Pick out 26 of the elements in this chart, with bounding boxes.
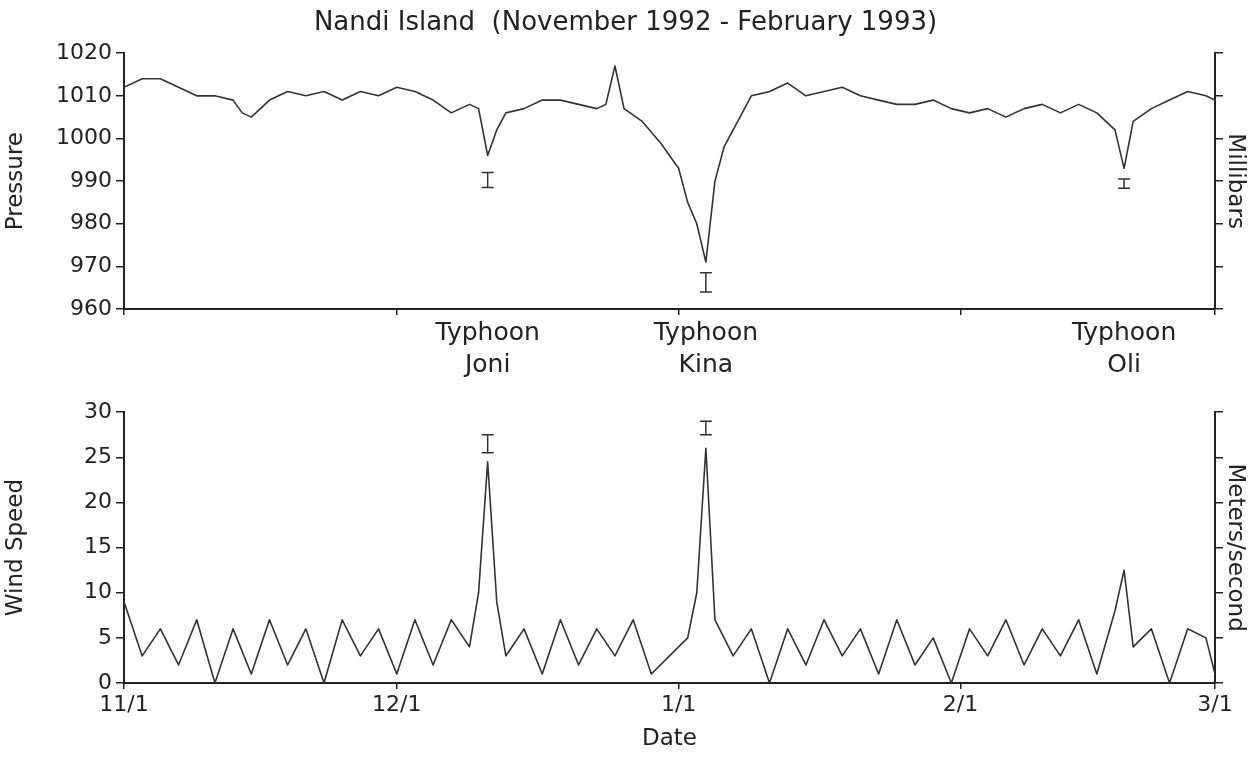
y-tick-label: 10 — [84, 578, 112, 604]
y-axis-title: Wind Speed — [0, 478, 27, 617]
y-tick-label: 1020 — [56, 38, 112, 64]
x-tick-label: 2/1 — [942, 690, 979, 716]
y-tick-label: 980 — [70, 209, 112, 235]
y-tick-label: 15 — [84, 533, 112, 559]
y-tick-label: 25 — [84, 443, 112, 469]
y-tick-label: 20 — [84, 488, 112, 514]
text: Typhoon Oli — [1070, 317, 1177, 378]
y-tick-label: 30 — [84, 397, 112, 423]
y2-axis-title: Meters/second — [1224, 463, 1251, 632]
y-tick-label: 970 — [70, 252, 112, 278]
x-tick-label: 3/1 — [1197, 690, 1233, 716]
y-tick-label: 960 — [70, 294, 112, 320]
y-tick-label: 990 — [70, 166, 112, 192]
x-axis-title: Date — [642, 724, 697, 751]
y-tick-label: 1000 — [56, 124, 112, 150]
text: Typhoon Joni — [434, 317, 540, 378]
y-axis-title: Pressure — [0, 131, 27, 231]
y2-axis-title: Millibars — [1224, 133, 1251, 229]
x-tick-label: 12/1 — [372, 690, 422, 716]
y-tick-label: 5 — [98, 623, 112, 649]
chart-title: Nandi Island (November 1992 - February 1993) — [313, 6, 938, 37]
x-tick-label: 1/1 — [660, 690, 697, 716]
text: Typhoon Kina — [652, 317, 759, 378]
y-tick-label: 1010 — [56, 81, 112, 107]
